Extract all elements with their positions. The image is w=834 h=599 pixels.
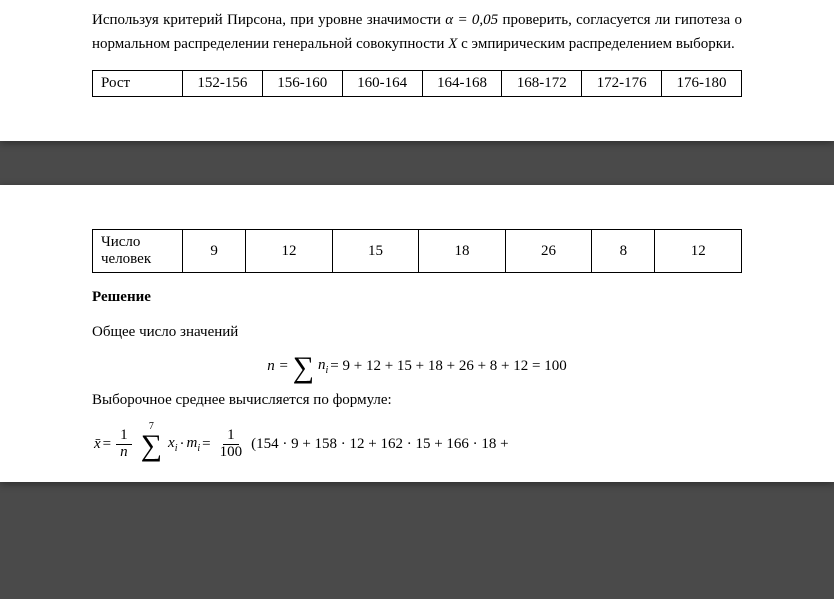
cell: 8 <box>592 230 655 273</box>
sum-with-limits: 7 ∑ <box>139 422 164 466</box>
equation-n-total: n = ∑ ni = 9 + 12 + 15 + 18 + 26 + 8 + 1… <box>92 354 742 378</box>
xi: xi <box>168 435 177 454</box>
page-upper: Используя критерий Пирсона, при уровне з… <box>0 0 834 141</box>
cell: 172-176 <box>582 71 662 97</box>
cell: 18 <box>419 230 505 273</box>
cell: 26 <box>505 230 591 273</box>
row-label-count: Число человек <box>93 230 183 273</box>
table-row: Число человек 9 12 15 18 26 8 12 <box>93 230 742 273</box>
row-label-height: Рост <box>93 71 183 97</box>
cell: 152-156 <box>183 71 263 97</box>
sample-mean-label: Выборочное среднее вычисляется по формул… <box>92 388 742 412</box>
equation-sample-mean: x̄ = 1 n 7 ∑ xi · mi = 1 100 (154 · 9 + … <box>92 422 742 466</box>
eq-n-rhs: = 9 + 12 + 15 + 18 + 26 + 8 + 12 = 100 <box>330 358 566 375</box>
cell: 12 <box>655 230 742 273</box>
variable-X: X <box>448 36 457 52</box>
cell: 12 <box>246 230 332 273</box>
eq-sign-2: = <box>202 436 210 453</box>
height-intervals-table: Рост 152-156 156-160 160-164 164-168 168… <box>92 70 742 97</box>
cell: 156-160 <box>262 71 342 97</box>
cell: 160-164 <box>342 71 422 97</box>
problem-text-a: Используя критерий Пирсона, при уровне з… <box>92 12 445 28</box>
table-row: Рост 152-156 156-160 160-164 164-168 168… <box>93 71 742 97</box>
dot-1: · <box>179 436 184 453</box>
problem-text-c: с эмпирическим распределением выборки. <box>457 36 734 52</box>
page-lower: Число человек 9 12 15 18 26 8 12 Решение… <box>0 185 834 482</box>
eq-ni: ni <box>318 357 328 376</box>
cell: 164-168 <box>422 71 502 97</box>
sum-symbol: ∑ <box>293 356 314 380</box>
problem-statement: Используя критерий Пирсона, при уровне з… <box>92 8 742 56</box>
eq-n-lhs: n = <box>267 358 288 375</box>
solution-heading: Решение <box>92 289 742 306</box>
frequency-table: Число человек 9 12 15 18 26 8 12 <box>92 229 742 273</box>
frac-1-over-n: 1 n <box>116 428 132 461</box>
cell: 9 <box>183 230 246 273</box>
cell: 168-172 <box>502 71 582 97</box>
frac-1-over-100: 1 100 <box>216 428 247 461</box>
cell: 176-180 <box>662 71 742 97</box>
mi: mi <box>186 435 200 454</box>
eq-sign-1: = <box>103 436 111 453</box>
mean-expansion: (154 · 9 + 158 · 12 + 162 · 15 + 166 · 1… <box>251 436 509 453</box>
xbar: x̄ <box>94 436 101 453</box>
cell: 15 <box>332 230 418 273</box>
alpha-value: α = 0,05 <box>445 12 498 28</box>
total-count-label: Общее число значений <box>92 320 742 344</box>
